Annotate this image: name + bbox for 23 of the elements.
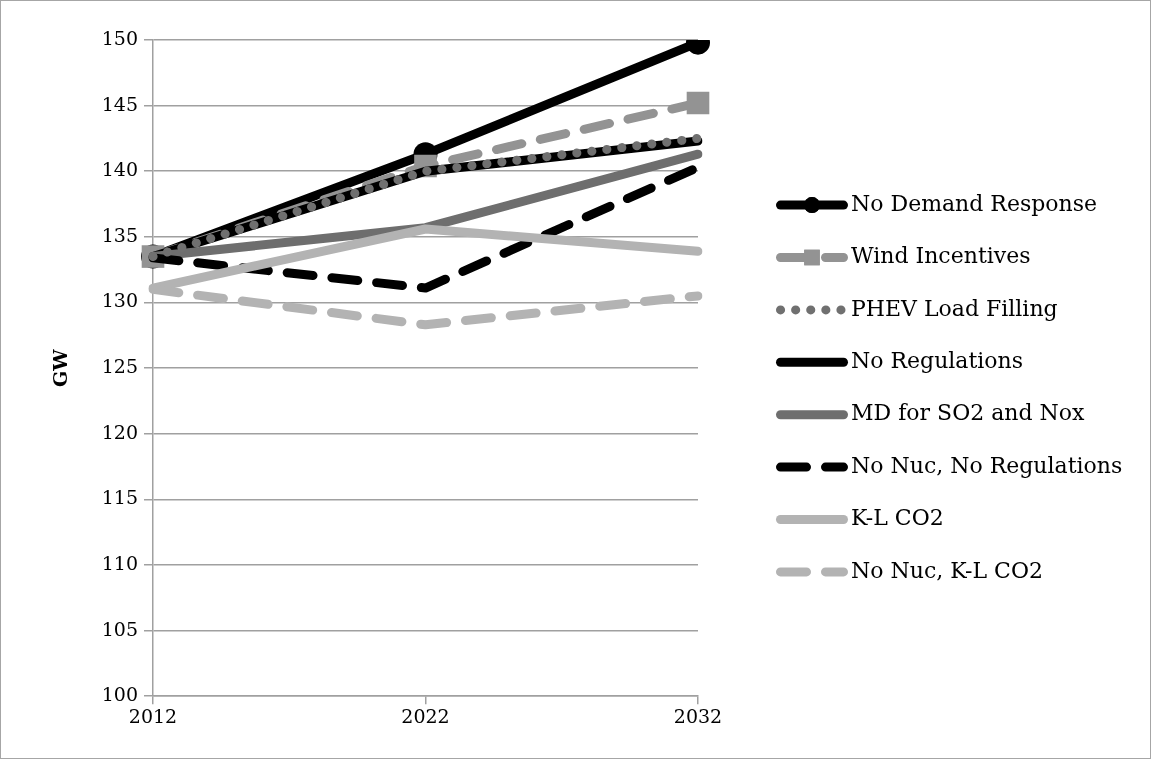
x-tick-label: 2012 (128, 704, 178, 727)
x-tick-label: 2022 (401, 704, 450, 727)
legend-label: No Nuc, No Regulations (851, 452, 1123, 478)
y-tick-label: 105 (101, 617, 138, 640)
y-tick-label: 130 (101, 289, 138, 312)
y-tick-label: 150 (101, 26, 138, 49)
y-tick-label: 120 (101, 420, 138, 443)
y-tick-label: 100 (101, 683, 138, 706)
legend-label: K-L CO2 (851, 505, 944, 531)
y-tick-label: 135 (101, 223, 138, 246)
y-tick-label: 145 (101, 92, 138, 115)
legend-label: No Nuc, K-L CO2 (851, 557, 1043, 583)
y-tick-label: 115 (101, 486, 138, 509)
x-tick-label: 2032 (673, 704, 723, 727)
legend-label: PHEV Load Filling (851, 295, 1058, 321)
legend-label: MD for SO2 and Nox (851, 400, 1086, 426)
y-axis-title: GW (49, 348, 72, 387)
legend-label: Wind Incentives (851, 243, 1031, 269)
y-tick-label: 140 (101, 158, 138, 181)
legend-label: No Regulations (851, 348, 1024, 374)
legend-label: No Demand Response (851, 190, 1098, 216)
y-tick-label: 110 (101, 551, 138, 574)
y-tick-label: 125 (101, 355, 138, 378)
